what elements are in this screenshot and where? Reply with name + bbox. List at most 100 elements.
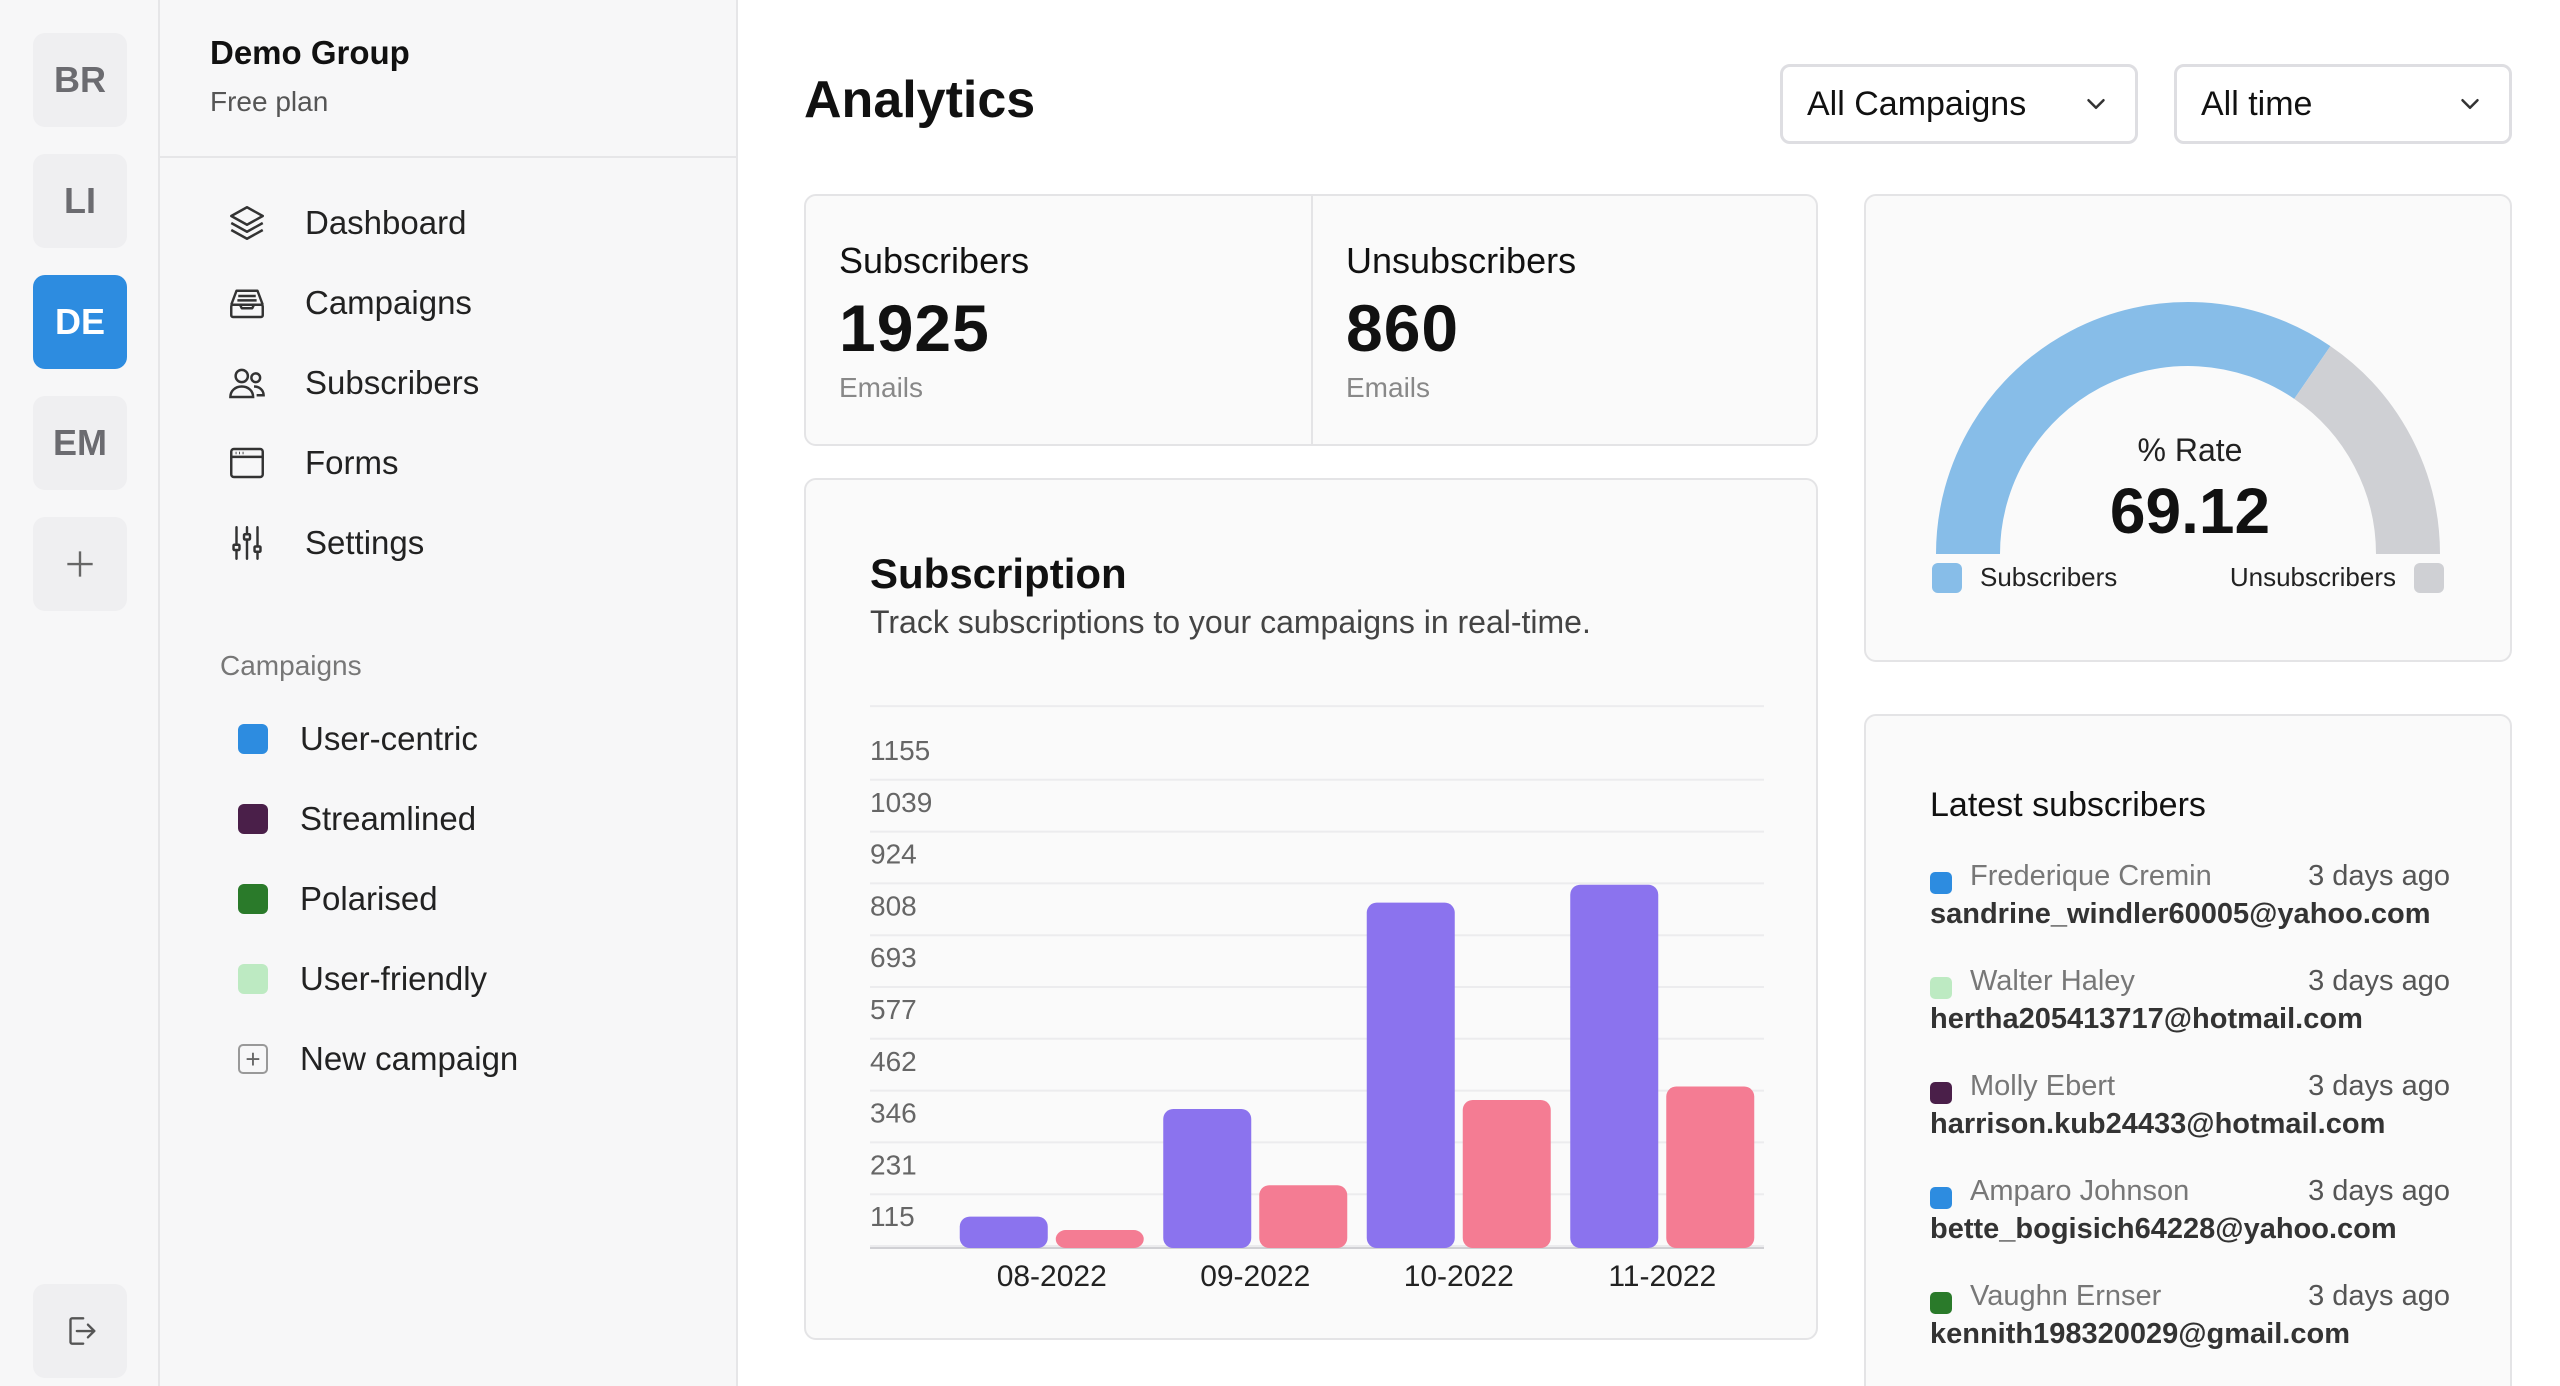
- gauge-value: 69.12: [2109, 475, 2271, 547]
- gauge-label: % Rate: [2137, 432, 2243, 468]
- subscribers-stat-unit: Emails: [839, 372, 924, 403]
- time-filter-select[interactable]: All time: [2174, 64, 2512, 144]
- x-tick-label: 08-2022: [997, 1260, 1107, 1293]
- campaign-color-swatch: [238, 964, 268, 994]
- campaign-item-label: Streamlined: [300, 800, 477, 837]
- subscriber-time: 3 days ago: [2308, 1070, 2450, 1102]
- sidebar-item-campaigns[interactable]: Campaigns: [160, 268, 738, 338]
- subscriber-email: sandrine_windler60005@yahoo.com: [1930, 898, 2431, 930]
- group-name: Demo Group: [210, 34, 410, 71]
- bar-subscribers-10-2022[interactable]: [1366, 902, 1455, 1248]
- workspace-rail: BR LI DE EM: [0, 0, 160, 1386]
- sidebar-item-dashboard[interactable]: Dashboard: [160, 188, 738, 258]
- add-workspace-button[interactable]: [33, 517, 127, 611]
- bar-unsubscribers-10-2022[interactable]: [1462, 1100, 1551, 1248]
- x-tick-label: 10-2022: [1404, 1260, 1514, 1293]
- subscriber-name: Molly Ebert: [1970, 1070, 2116, 1102]
- y-tick-label: 346: [870, 1098, 917, 1129]
- logout-icon: [69, 1317, 96, 1345]
- bar-unsubscribers-11-2022[interactable]: [1666, 1086, 1755, 1248]
- legend-subscribers: Subscribers: [1932, 562, 2117, 593]
- y-tick-label: 924: [870, 839, 917, 870]
- subscription-card: Subscription Track subscriptions to your…: [804, 478, 1818, 1340]
- subscriber-item[interactable]: Walter Haley 3 days ago hertha205413717@…: [1930, 965, 2450, 1055]
- sidebar-item-label: Settings: [305, 524, 425, 561]
- campaign-color-swatch: [238, 884, 268, 914]
- sidebar-item-subscribers[interactable]: Subscribers: [160, 348, 738, 418]
- subscriber-item[interactable]: Vaughn Ernser 3 days ago kennith19832002…: [1930, 1280, 2450, 1370]
- subscriber-item[interactable]: Amparo Johnson 3 days ago bette_bogisich…: [1930, 1175, 2450, 1265]
- x-tick-label: 11-2022: [1608, 1260, 1716, 1293]
- bar-subscribers-09-2022[interactable]: [1163, 1108, 1252, 1248]
- y-tick-label: 462: [870, 1046, 917, 1077]
- subscriber-time: 3 days ago: [2308, 860, 2450, 892]
- group-header[interactable]: Demo Group Free plan: [160, 0, 736, 158]
- workspace-li[interactable]: LI: [33, 154, 127, 248]
- campaign-item-streamlined[interactable]: Streamlined: [160, 784, 738, 854]
- y-tick-label: 115: [870, 1201, 915, 1232]
- campaign-item-user-friendly[interactable]: User-friendly: [160, 944, 738, 1014]
- workspace-em[interactable]: EM: [33, 396, 127, 490]
- sidebar-item-label: Subscribers: [305, 364, 480, 401]
- workspace-de[interactable]: DE: [33, 275, 127, 369]
- subscriber-email: bette_bogisich64228@yahoo.com: [1930, 1213, 2397, 1245]
- y-tick-label: 1039: [870, 787, 932, 818]
- subscription-title: Subscription: [870, 550, 1127, 597]
- bar-unsubscribers-09-2022[interactable]: [1259, 1185, 1348, 1248]
- legend-swatch: [1932, 562, 1962, 593]
- bar-unsubscribers-08-2022[interactable]: [1055, 1230, 1144, 1248]
- users-icon: [226, 362, 268, 404]
- subscriber-time: 3 days ago: [2308, 1280, 2450, 1312]
- stats-card: Subscribers 1925 Emails Unsubscribers 86…: [804, 194, 1818, 446]
- rate-gauge: [1936, 302, 2440, 555]
- sidebar: Demo Group Free plan Dashboard Campaigns…: [160, 0, 738, 1386]
- sliders-icon: [226, 522, 268, 564]
- new-campaign-label: New campaign: [300, 1040, 519, 1077]
- stats-divider: [1311, 196, 1313, 444]
- sidebar-item-settings[interactable]: Settings: [160, 508, 738, 578]
- sidebar-item-label: Dashboard: [305, 204, 467, 241]
- subscription-subtitle: Track subscriptions to your campaigns in…: [870, 604, 1591, 640]
- subscriber-email: harrison.kub24433@hotmail.com: [1930, 1108, 2386, 1140]
- campaign-item-label: User-centric: [300, 720, 478, 757]
- campaigns-section-label: Campaigns: [220, 650, 362, 681]
- campaign-item-polarised[interactable]: Polarised: [160, 864, 738, 934]
- new-campaign-button[interactable]: + New campaign: [160, 1024, 738, 1094]
- subscribers-stat: Subscribers 1925 Emails: [806, 196, 1311, 446]
- y-tick-label: 231: [870, 1149, 917, 1180]
- unsubscribers-stat: Unsubscribers 860 Emails: [1313, 196, 1818, 446]
- subscriber-time: 3 days ago: [2308, 965, 2450, 997]
- campaign-color-dot: [1930, 1187, 1952, 1209]
- campaign-filter-value: All Campaigns: [1807, 84, 2027, 123]
- subscriber-item[interactable]: Molly Ebert 3 days ago harrison.kub24433…: [1930, 1070, 2450, 1160]
- campaign-color-dot: [1930, 1082, 1952, 1104]
- gauge-arc-subscribers: [1936, 302, 2331, 555]
- gauge-arc-unsubscribers: [2293, 346, 2440, 555]
- group-plan: Free plan: [210, 86, 329, 117]
- legend-unsubscribers: Unsubscribers: [2230, 562, 2444, 593]
- plus-icon: [67, 551, 93, 577]
- window-icon: [226, 442, 268, 484]
- subscriber-item[interactable]: Frederique Cremin 3 days ago sandrine_wi…: [1930, 860, 2450, 950]
- campaign-color-dot: [1930, 872, 1952, 894]
- sidebar-item-forms[interactable]: Forms: [160, 428, 738, 498]
- layers-icon: [226, 202, 268, 244]
- latest-subscribers-title: Latest subscribers: [1930, 786, 2206, 824]
- page-title: Analytics: [804, 71, 1036, 129]
- workspace-br[interactable]: BR: [33, 33, 127, 127]
- campaign-item-label: User-friendly: [300, 960, 488, 997]
- y-tick-label: 1155: [870, 735, 930, 766]
- sidebar-item-label: Campaigns: [305, 284, 472, 321]
- bar-subscribers-11-2022[interactable]: [1570, 884, 1659, 1248]
- latest-subscribers-card: Latest subscribers Frederique Cremin 3 d…: [1864, 714, 2512, 1386]
- unsubscribers-stat-label: Unsubscribers: [1346, 240, 1577, 281]
- campaign-item-user-centric[interactable]: User-centric: [160, 704, 738, 774]
- inbox-icon: [226, 282, 268, 324]
- bar-subscribers-08-2022[interactable]: [959, 1216, 1048, 1248]
- logout-button[interactable]: [33, 1284, 127, 1378]
- time-filter-value: All time: [2201, 84, 2313, 123]
- rate-gauge-card: % Rate 69.12 Subscribers Unsubscribers: [1864, 194, 2512, 662]
- campaign-filter-select[interactable]: All Campaigns: [1780, 64, 2138, 144]
- campaign-color-dot: [1930, 977, 1952, 999]
- subscribers-stat-value: 1925: [839, 291, 990, 365]
